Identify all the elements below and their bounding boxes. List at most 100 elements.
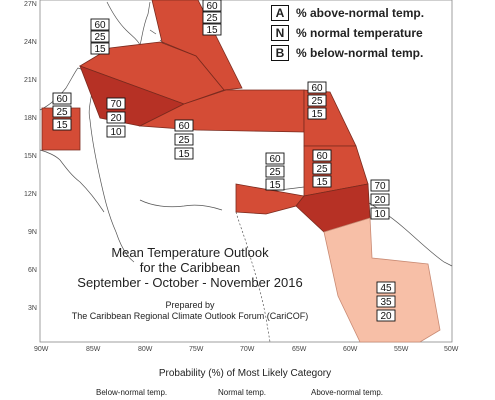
- legend-row-normal: N % normal temperature: [271, 23, 443, 43]
- prob-box: [370, 207, 390, 220]
- prob-below: 15: [94, 44, 106, 55]
- caricof-credit: The Caribbean Regional Climate Outlook F…: [71, 311, 309, 321]
- prob-box: [106, 111, 126, 124]
- prob-box: [202, 0, 222, 12]
- prob-below: 15: [316, 177, 328, 188]
- legend-row-above: A % above-normal temp.: [271, 3, 443, 23]
- title-line-2: for the Caribbean: [139, 260, 241, 275]
- outlook-title: Mean Temperature Outlook for the Caribbe…: [40, 245, 340, 322]
- prob-box: [202, 11, 222, 24]
- legend-key: B: [271, 45, 289, 61]
- map-legend: A % above-normal temp. N % normal temper…: [271, 3, 443, 63]
- prob-below: 10: [374, 209, 386, 220]
- prob-box: [370, 179, 390, 192]
- region-guianas: [323, 217, 441, 343]
- prob-normal: 25: [316, 164, 328, 175]
- prob-stack-yucatan: 60 25 15: [52, 92, 72, 131]
- lon-label: 50W: [444, 346, 459, 353]
- prob-normal: 25: [56, 107, 68, 118]
- lon-label: 85W: [86, 346, 101, 353]
- above-normal-label: Above-normal temp.: [311, 388, 384, 397]
- prob-below: 15: [269, 180, 281, 191]
- prob-box: [52, 118, 72, 131]
- prob-below: 15: [311, 109, 323, 120]
- prob-stack-gulf-cuba: 60 25 15: [90, 18, 110, 55]
- prob-below: 15: [206, 25, 218, 36]
- prepared-by: Prepared by: [165, 300, 215, 310]
- normal-label: Normal temp.: [218, 388, 267, 397]
- prob-box: [312, 162, 332, 175]
- lat-label: 21N: [24, 77, 37, 84]
- prob-box: [307, 94, 327, 107]
- prob-box: [370, 193, 390, 206]
- prob-box: [174, 147, 194, 160]
- title-line-1: Mean Temperature Outlook: [111, 245, 269, 260]
- prob-above: 45: [380, 283, 392, 294]
- lon-label: 65W: [292, 346, 307, 353]
- prob-stack-trinidad-guyana: 70 20 10: [370, 179, 390, 220]
- prob-box: [90, 42, 110, 55]
- prob-stack-guianas: 45 35 20: [376, 281, 396, 322]
- lon-label: 75W: [189, 346, 204, 353]
- title-line-3: September - October - November 2016: [77, 275, 303, 290]
- lat-label: 18N: [24, 115, 37, 122]
- prob-box: [106, 125, 126, 138]
- lon-label: 80W: [138, 346, 153, 353]
- prob-normal: 25: [269, 167, 281, 178]
- prob-box: [376, 281, 396, 294]
- prob-above: 60: [178, 121, 190, 132]
- below-normal-label: Below-normal temp.: [96, 388, 168, 397]
- prob-box: [265, 152, 285, 165]
- prob-box: [265, 165, 285, 178]
- region-southern-caribbean: [235, 183, 305, 215]
- prob-box: [106, 97, 126, 110]
- prob-stack-western-caribbean: 70 20 10: [106, 97, 126, 138]
- prob-box: [307, 107, 327, 120]
- prob-normal: 35: [380, 297, 392, 308]
- lon-label: 55W: [394, 346, 409, 353]
- prob-box: [312, 149, 332, 162]
- prob-below: 15: [56, 120, 68, 131]
- prob-above: 60: [269, 154, 281, 165]
- prob-normal: 25: [206, 13, 218, 24]
- prob-normal: 20: [374, 195, 386, 206]
- prob-stack-central-caribbean: 60 25 15: [174, 119, 194, 160]
- prob-above: 70: [374, 181, 386, 192]
- prob-box: [376, 309, 396, 322]
- lat-label: 15N: [24, 153, 37, 160]
- legend-row-below: B % below-normal temp.: [271, 43, 443, 63]
- prob-normal: 25: [311, 96, 323, 107]
- prob-box: [90, 30, 110, 43]
- prob-box: [52, 92, 72, 105]
- legend-desc: % above-normal temp.: [296, 6, 425, 20]
- prob-below: 20: [380, 311, 392, 322]
- lat-label: 9N: [28, 229, 37, 236]
- region-trinidad-guyana: [295, 183, 371, 233]
- prob-box: [90, 18, 110, 31]
- lat-label: 3N: [28, 305, 37, 312]
- prob-normal: 20: [110, 113, 122, 124]
- prob-box: [174, 133, 194, 146]
- prob-box: [52, 105, 72, 118]
- lat-label: 27N: [24, 1, 37, 8]
- lat-label: 6N: [28, 267, 37, 274]
- probability-bar-title: Probability (%) of Most Likely Category: [158, 368, 332, 379]
- prob-stack-leeward-islands: 60 25 15: [307, 81, 327, 120]
- lon-label: 70W: [240, 346, 255, 353]
- legend-key: A: [271, 5, 289, 21]
- prob-above: 60: [311, 83, 323, 94]
- prob-box: [265, 178, 285, 191]
- prob-box: [312, 175, 332, 188]
- longitude-labels: 90W 85W 80W 75W 70W 65W 60W 55W 50W: [34, 346, 459, 353]
- prob-stack-windward-islands: 60 25 15: [312, 149, 332, 188]
- lat-label: 12N: [24, 191, 37, 198]
- prob-above: 60: [316, 151, 328, 162]
- lon-label: 90W: [34, 346, 49, 353]
- probability-boxes: 60 25 15 60 25 15 60 25 15 70 20: [52, 0, 396, 322]
- lat-label: 24N: [24, 39, 37, 46]
- prob-box: [307, 81, 327, 94]
- lon-label: 60W: [343, 346, 358, 353]
- latitude-labels: 27N 24N 21N 18N 15N 12N 9N 6N 3N: [24, 1, 37, 312]
- prob-below: 15: [178, 149, 190, 160]
